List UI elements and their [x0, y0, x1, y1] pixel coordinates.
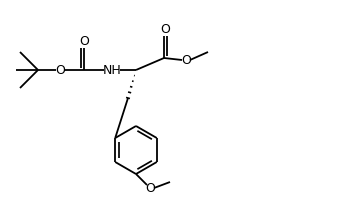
- Text: O: O: [160, 23, 170, 35]
- Text: NH: NH: [103, 64, 121, 76]
- Text: O: O: [145, 182, 155, 194]
- Text: O: O: [181, 53, 191, 67]
- Text: O: O: [79, 34, 89, 48]
- Text: O: O: [55, 64, 65, 76]
